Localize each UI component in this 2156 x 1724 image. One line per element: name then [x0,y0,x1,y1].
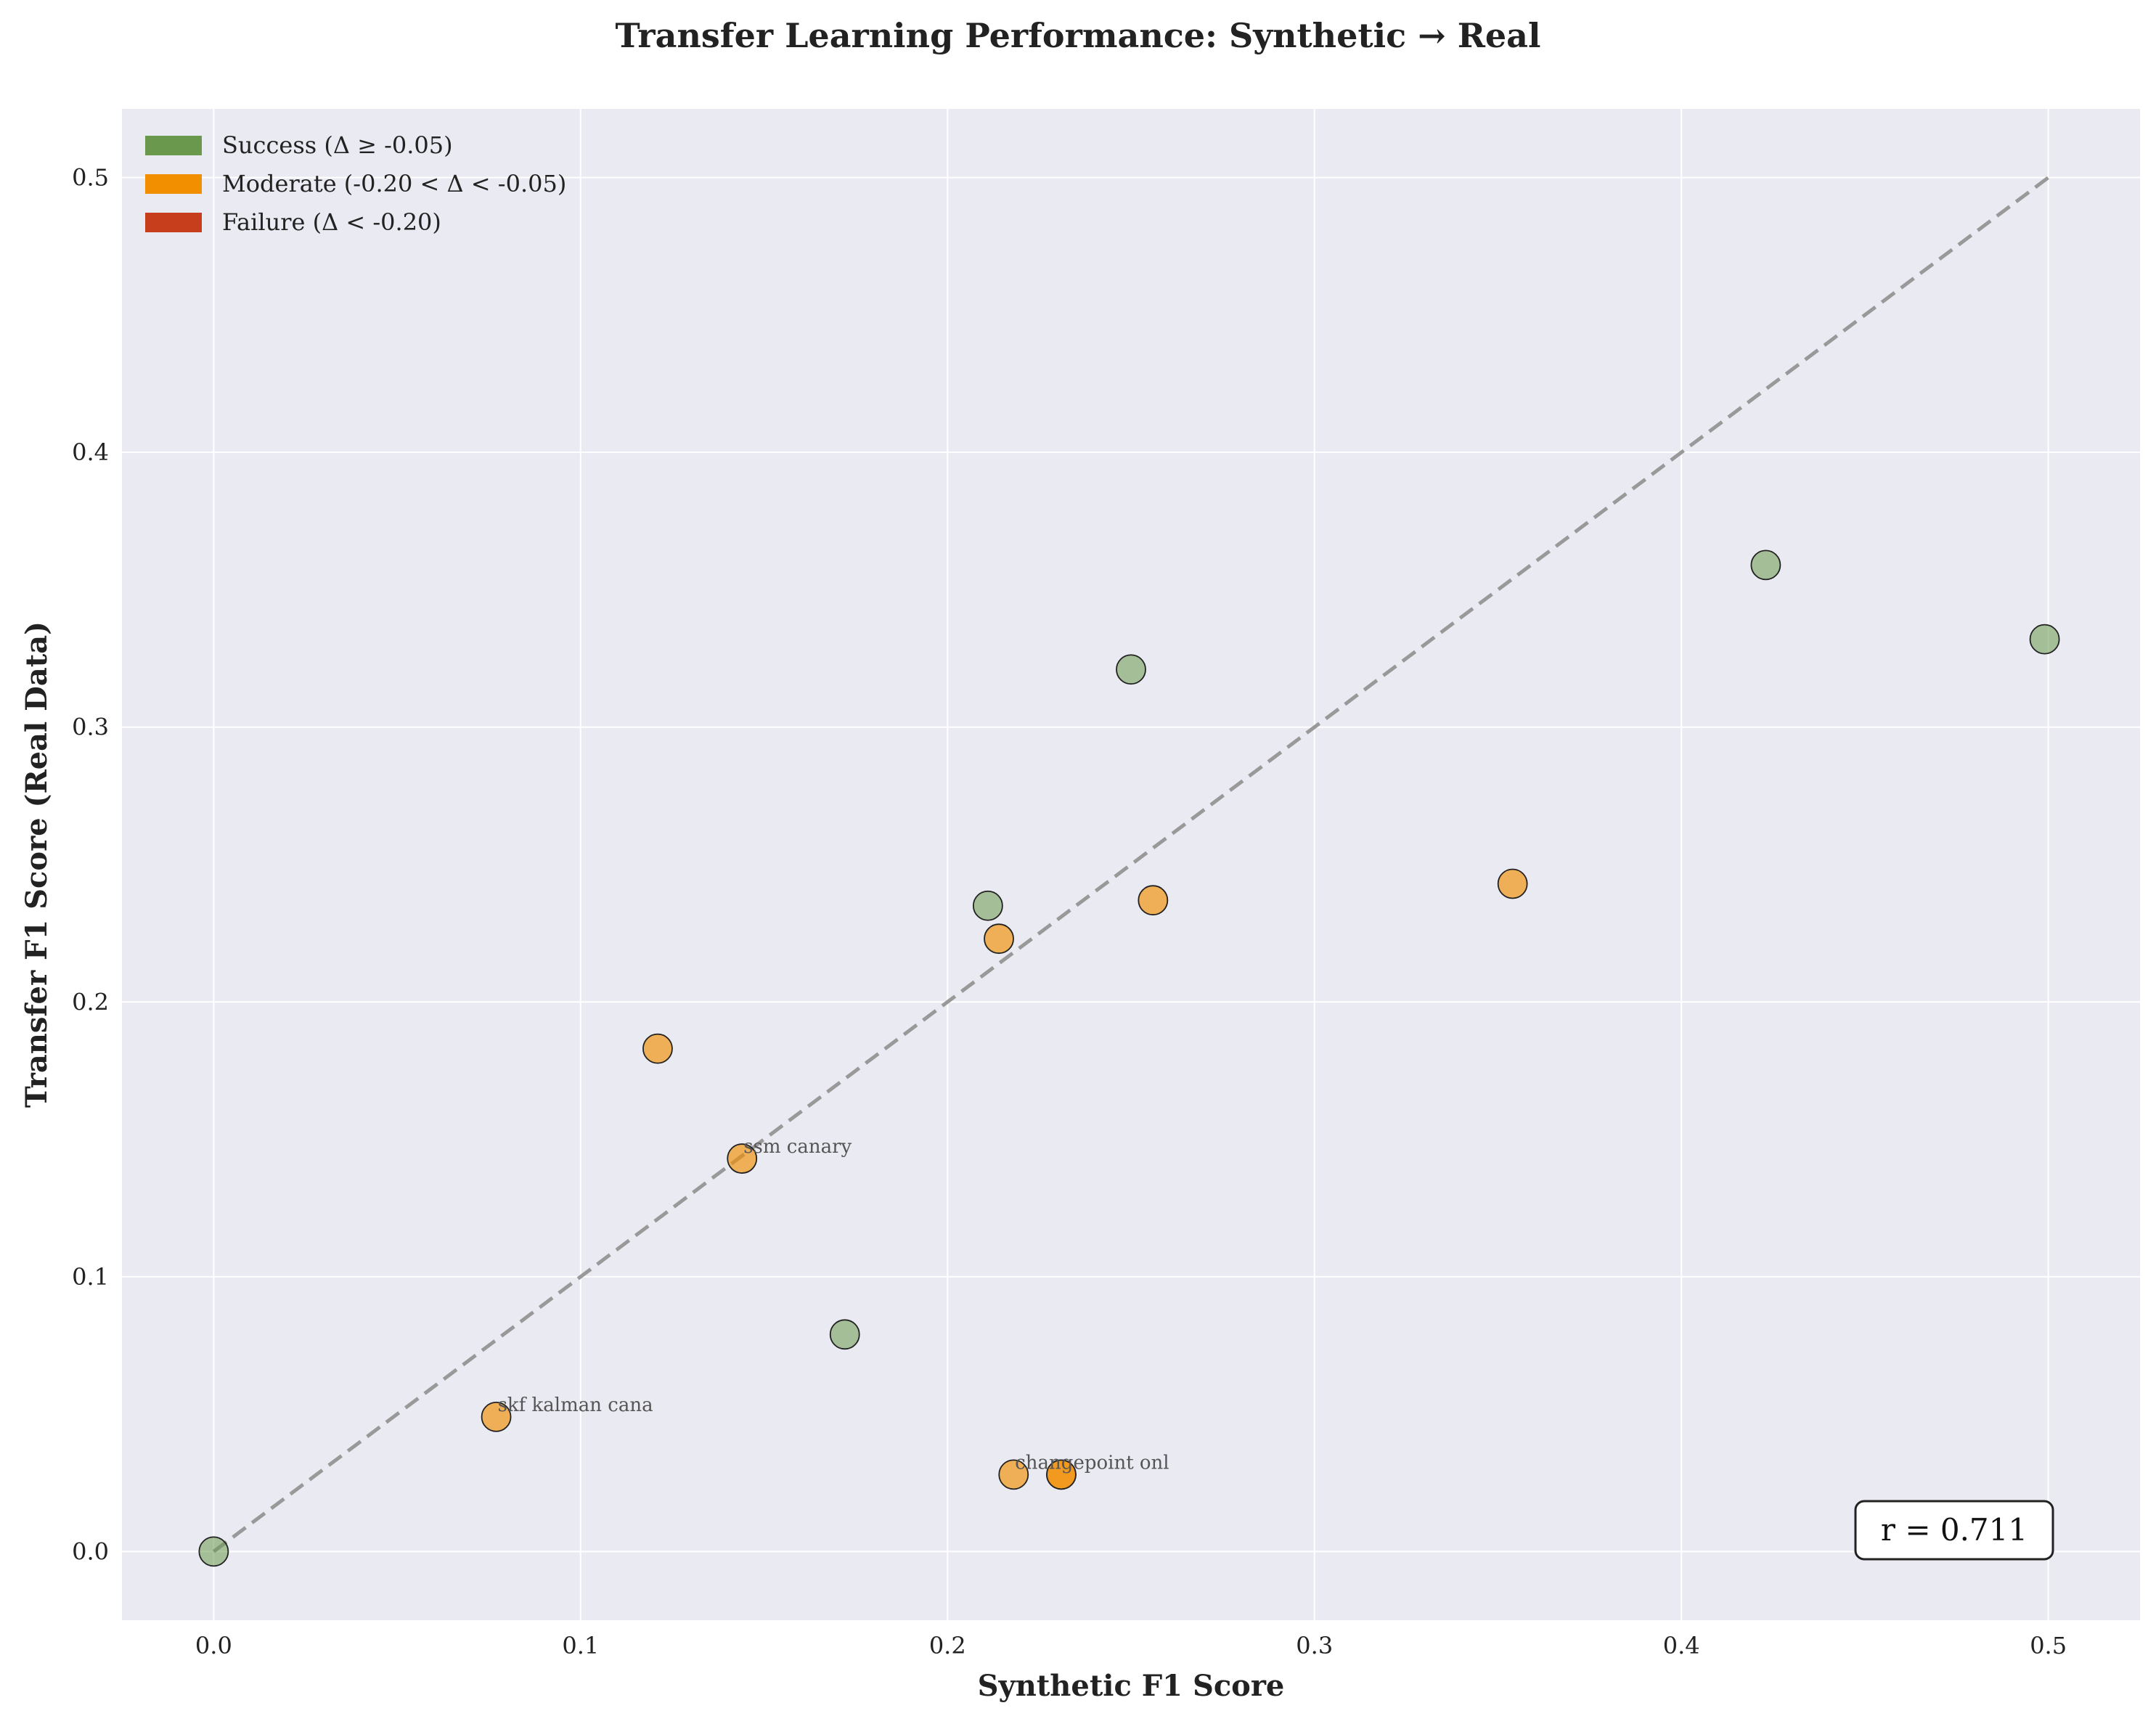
legend-label: Moderate (-0.20 < Δ < -0.05) [222,170,566,197]
point-annotation: ssm canary [743,1136,852,1158]
chart-title: Transfer Learning Performance: Synthetic… [616,16,1541,55]
x-tick-label: 0.5 [2030,1632,2067,1659]
data-point-success [1750,550,1781,581]
point-annotation: skf kalman cana [498,1394,653,1416]
y-axis-label: Transfer F1 Score (Real Data) [20,621,54,1108]
correlation-box-frame [1854,1500,2054,1561]
data-point-moderate [1138,885,1169,916]
data-point-moderate [481,1401,512,1432]
data-point-success [2029,624,2060,655]
x-tick-label: 0.0 [195,1632,232,1659]
data-point-success [1116,654,1146,685]
x-tick-label: 0.3 [1296,1632,1333,1659]
x-tick-label: 0.2 [929,1632,966,1659]
data-point-moderate [727,1143,758,1174]
tick-labels: 0.0 0.1 0.2 0.3 0.4 0.5 0.0 0.1 0.2 0.3 0.4 0.5 [72,164,2067,1659]
x-tick-label: 0.1 [562,1632,599,1659]
data-point-moderate [642,1033,673,1064]
x-tick-label: 0.4 [1663,1632,1700,1659]
y-tick-label: 0.4 [72,438,109,466]
point-annotation: changepoint onl [1015,1452,1169,1474]
data-point-success [198,1536,229,1567]
legend-swatch [145,213,202,232]
legend-label: Failure (Δ < -0.20) [222,208,441,236]
data-point-moderate [1046,1459,1077,1490]
x-axis-label: Synthetic F1 Score [978,1669,1285,1703]
legend: Success (Δ ≥ -0.05) Moderate (-0.20 < Δ <… [145,131,566,236]
data-point-moderate [998,1459,1029,1490]
y-tick-label: 0.2 [72,988,109,1016]
legend-swatch [145,174,202,194]
point-annotations: skf kalman cana ssm canary changepoint onl [498,1136,1169,1474]
data-point-success [972,890,1003,921]
grid-lines [122,109,2140,1620]
legend-label: Success (Δ ≥ -0.05) [222,131,453,159]
y-tick-label: 0.3 [72,714,109,741]
data-point-success [829,1319,860,1350]
y-tick-label: 0.0 [72,1537,109,1565]
data-point-moderate [1497,868,1528,899]
correlation-box: r = 0.711 [1854,1500,2054,1561]
data-points [198,550,2060,1567]
y-tick-label: 0.5 [72,164,109,192]
y-tick-label: 0.1 [72,1263,109,1291]
correlation-label: r = 0.711 [1881,1512,2028,1548]
plot-background [122,109,2140,1620]
legend-swatch [145,136,202,155]
data-point-moderate [984,923,1014,955]
